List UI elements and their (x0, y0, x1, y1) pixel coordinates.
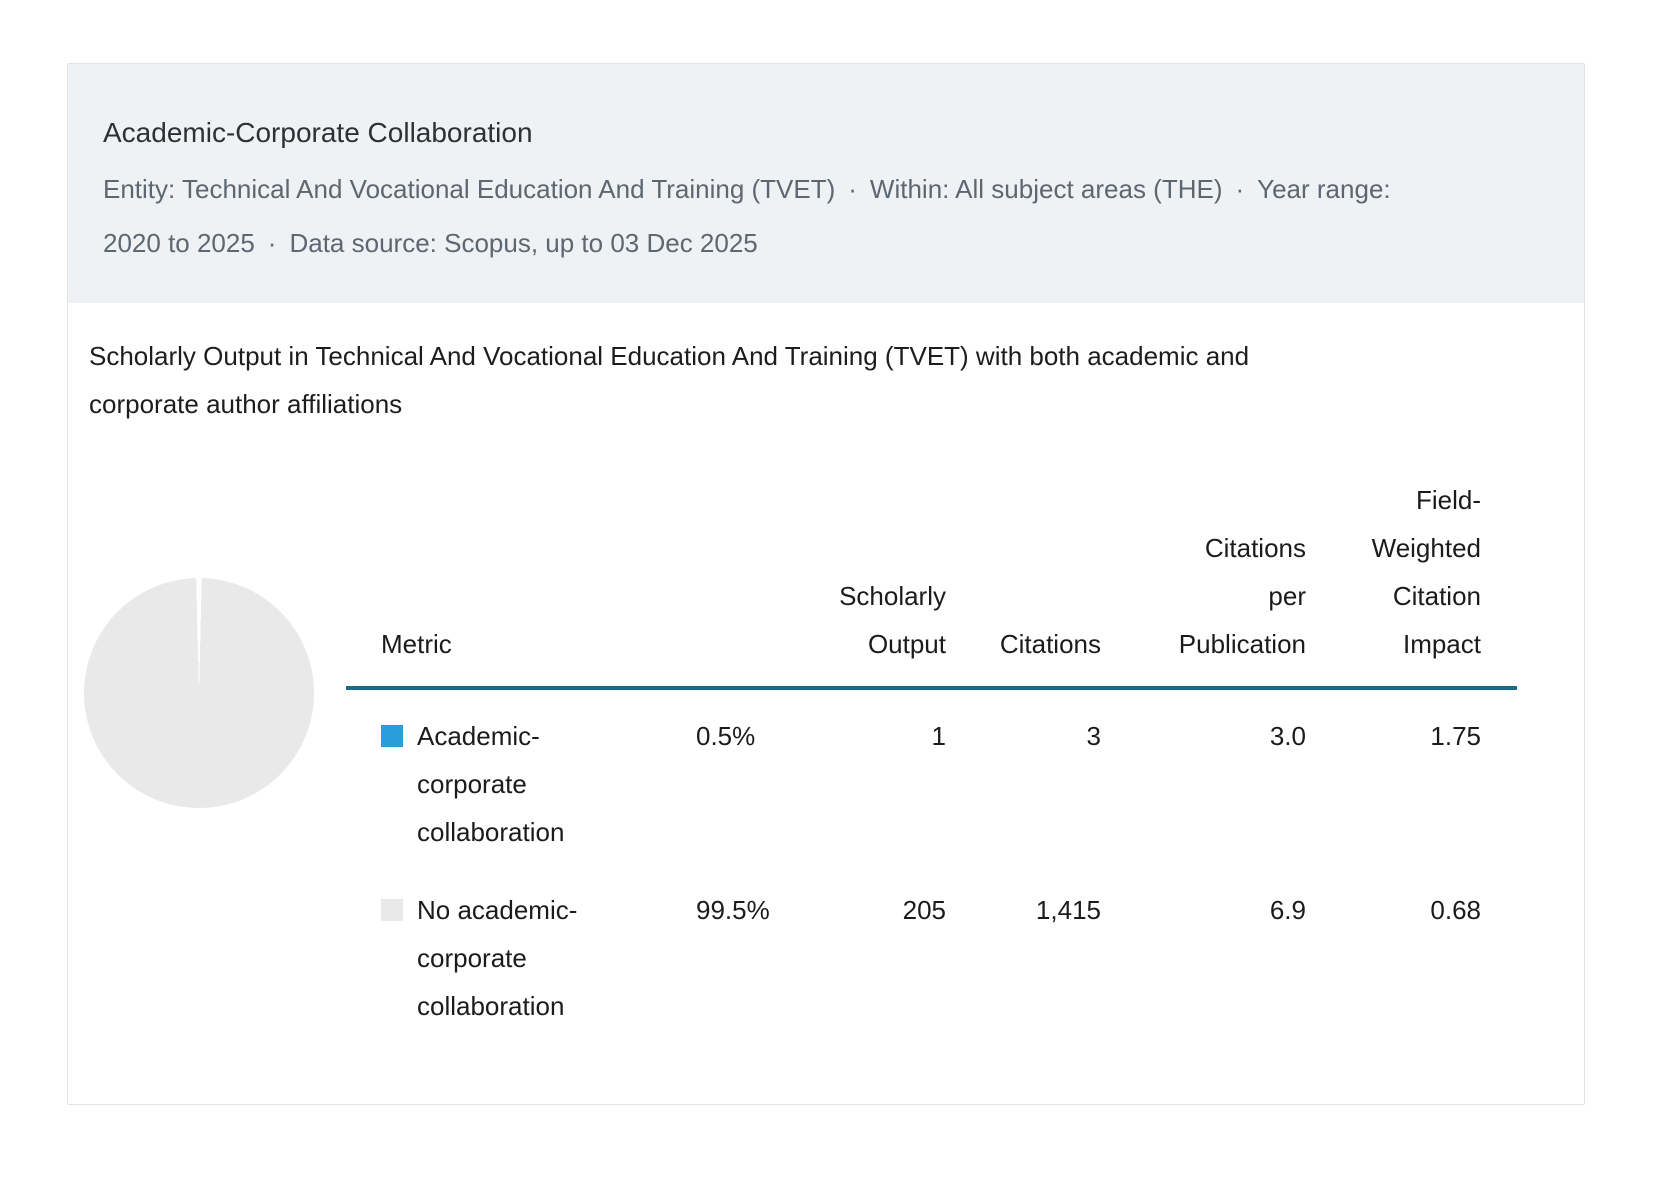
metric-cell: No academic-corporate collaboration (346, 864, 696, 1038)
pie-chart-area (84, 476, 346, 1038)
col-header-fwci: Field- Weighted Citation Impact (1306, 476, 1517, 690)
col-header-line: Weighted (1371, 533, 1481, 563)
col-header-line: Output (867, 629, 946, 659)
metric-cell: Academic-corporate collaboration (346, 688, 696, 864)
entity-meta-line-2: 2020 to 2025 · Data source: Scopus, up t… (103, 228, 758, 258)
table-row-no-academic-corporate: No academic-corporate collaboration 99.5… (346, 864, 1517, 1038)
entity-meta: Entity: Technical And Vocational Educati… (103, 162, 1544, 270)
description-line-1: Scholarly Output in Technical And Vocati… (89, 341, 1250, 371)
share-cell: 99.5% (696, 895, 770, 925)
fwci-cell: 1.75 (1430, 721, 1481, 751)
metric-label: Academic-corporate collaboration (417, 721, 565, 847)
col-header-line: Citation (1392, 581, 1481, 611)
share-cell: 0.5% (696, 721, 756, 751)
legend-swatch-academic-corporate (381, 725, 403, 747)
scholarly-output-cell: 205 (902, 895, 946, 925)
card-body: Scholarly Output in Technical And Vocati… (68, 303, 1584, 1038)
metric-label: No academic-corporate collaboration (417, 895, 578, 1021)
citations-cell: 1,415 (1035, 895, 1101, 925)
fwci-cell: 0.68 (1430, 895, 1481, 925)
scholarly-output-cell: 1 (931, 721, 946, 751)
pie-chart (84, 578, 314, 808)
col-header-citations-per-publication: Citations per Publication (1101, 476, 1306, 690)
col-header-line: Publication (1178, 629, 1306, 659)
metrics-table: Metric Scholarly Output Citations Citati… (346, 476, 1517, 1038)
legend-swatch-no-academic-corporate (381, 899, 403, 921)
col-header-line: Citations (999, 629, 1101, 659)
card-header: Academic-Corporate Collaboration Entity:… (68, 64, 1584, 303)
entity-meta-line-1: Entity: Technical And Vocational Educati… (103, 174, 1391, 204)
col-header-line: Metric (381, 629, 452, 659)
chart-and-table-row: Metric Scholarly Output Citations Citati… (84, 476, 1584, 1038)
citations-per-publication-cell: 6.9 (1269, 895, 1306, 925)
table-header-row: Metric Scholarly Output Citations Citati… (346, 476, 1517, 690)
col-header-line: Citations (1204, 533, 1306, 563)
col-header-line: Field- (1415, 485, 1481, 515)
col-header-share (696, 476, 801, 690)
col-header-citations: Citations (946, 476, 1101, 690)
col-header-metric: Metric (346, 476, 696, 690)
col-header-line: Scholarly (839, 581, 946, 611)
citations-cell: 3 (1086, 721, 1101, 751)
citations-per-publication-cell: 3.0 (1269, 721, 1306, 751)
module-description: Scholarly Output in Technical And Vocati… (89, 332, 1584, 428)
module-title: Academic-Corporate Collaboration (103, 117, 533, 148)
col-header-line: Impact (1402, 629, 1481, 659)
table-row-academic-corporate: Academic-corporate collaboration 0.5% 1 … (346, 688, 1517, 864)
col-header-line: per (1268, 581, 1306, 611)
description-line-2: corporate author affiliations (89, 389, 403, 419)
metric-module-card: Academic-Corporate Collaboration Entity:… (67, 63, 1585, 1105)
col-header-scholarly-output: Scholarly Output (801, 476, 946, 690)
